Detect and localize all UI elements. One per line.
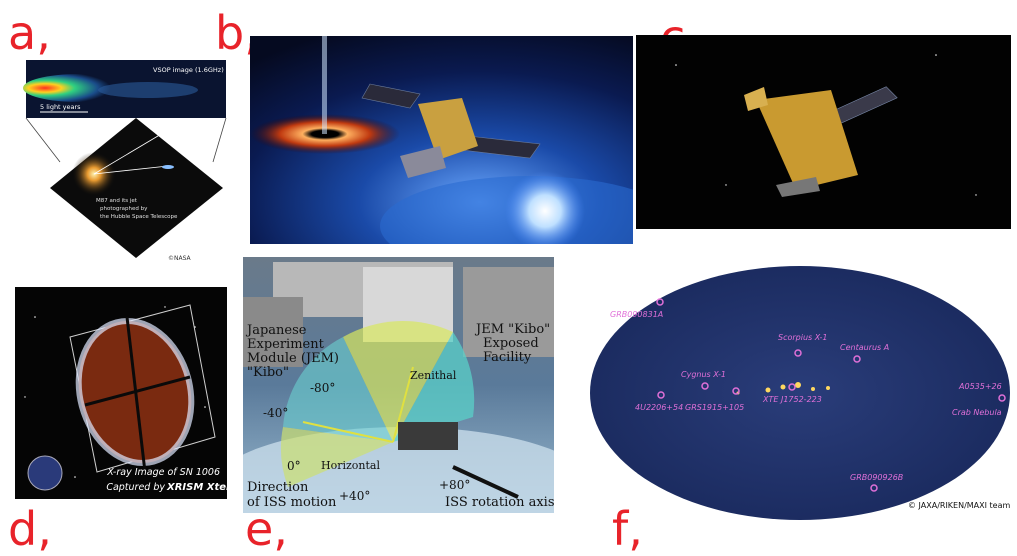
panel-e-kibo-diagram: Japanese Experiment Module (JEM) "Kibo" … — [243, 257, 554, 513]
angle-zero: 0° — [287, 459, 301, 473]
panel-label-a: a, — [8, 6, 51, 60]
scale-bar-label: 5 light years — [40, 103, 81, 111]
xrism-xtend-brand: XRISM Xtend — [166, 482, 227, 493]
hubble-caption-line-1: M87 and its jet — [96, 198, 138, 204]
label-cygnus-x1: Cygnus X-1 — [681, 370, 726, 379]
panel-d-sn1006-image: X-ray Image of SN 1006 Captured by XRISM… — [15, 287, 227, 499]
hubble-caption-line-2: photographed by — [100, 206, 148, 212]
label-centaurus-a: Centaurus A — [840, 343, 889, 352]
panel-label-f: f, — [612, 502, 643, 556]
panel-a-m87-figure: VSOP image (1.6GHz) 5 light years M87 an… — [18, 60, 233, 265]
angle-plus-80: +80° — [439, 478, 470, 492]
zenithal-label: Zenithal — [410, 369, 457, 382]
jem-label-line-2: Experiment — [247, 337, 325, 352]
panel-f-maxi-sky-map: GRB090831A Scorpius X-1 Centaurus A Cygn… — [588, 265, 1014, 525]
panel-b-satellite-artwork — [250, 36, 633, 244]
jem-label-line-3: Module (JEM) — [247, 351, 339, 366]
rotation-axis-label: ISS rotation axis — [445, 495, 554, 510]
captured-by-label: Captured by — [106, 482, 165, 493]
jem-label-line-4: "Kibo" — [247, 365, 289, 380]
label-grb090926b: GRB090926B — [850, 473, 903, 482]
exposed-facility-line-1: JEM "Kibo" — [474, 322, 550, 337]
sn1006-caption: X-ray Image of SN 1006 — [106, 467, 220, 478]
label-xte-j1752: XTE J1752-223 — [762, 395, 822, 404]
maxi-credit: © JAXA/RIKEN/MAXI team — [908, 501, 1011, 510]
angle-plus-40: +40° — [339, 489, 370, 503]
direction-label-line-2: of ISS motion — [247, 495, 337, 510]
exposed-facility-line-2: Exposed — [483, 336, 539, 351]
direction-label-line-1: Direction — [247, 480, 309, 495]
label-grs1915: GRS1915+105 — [685, 403, 744, 412]
hubble-caption-line-3: the Hubble Space Telescope — [100, 214, 178, 220]
angle-minus-80: -80° — [310, 381, 335, 395]
label-scorpius-x1: Scorpius X-1 — [778, 333, 827, 342]
vsop-caption: VSOP image (1.6GHz) — [153, 66, 224, 74]
panel-label-d: d, — [8, 502, 52, 556]
horizontal-label: Horizontal — [321, 459, 380, 472]
label-4u2206: 4U2206+54 — [635, 403, 683, 412]
jem-label-line-1: Japanese — [245, 323, 307, 338]
panel-label-e: e, — [245, 502, 288, 556]
exposed-facility-line-3: Facility — [483, 350, 532, 365]
nasa-credit: ©NASA — [168, 255, 192, 262]
label-crab-nebula: Crab Nebula — [952, 408, 1002, 417]
label-a0535: A0535+26 — [958, 382, 1002, 391]
angle-minus-40: -40° — [263, 406, 288, 420]
label-grb090831a: GRB090831A — [610, 310, 663, 319]
panel-c-satellite-artwork — [636, 35, 1011, 229]
